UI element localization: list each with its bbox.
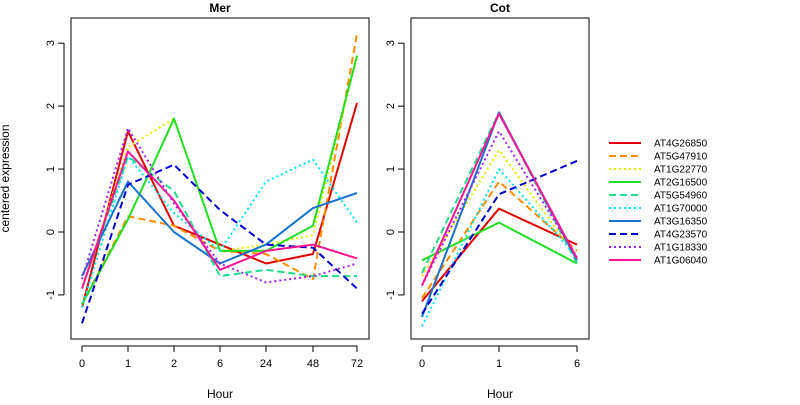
y-tick-label: 3 bbox=[45, 40, 57, 46]
legend-label: AT2G16500 bbox=[654, 178, 708, 189]
x-tick-label: 6 bbox=[217, 358, 223, 370]
x-tick-label: 2 bbox=[171, 358, 177, 370]
x-tick-label: 0 bbox=[419, 358, 425, 370]
legend-label: AT3G16350 bbox=[654, 217, 708, 228]
axes: 0 1 2 6 24 48 72 -1 0 1 2 3 bbox=[45, 40, 363, 370]
series-line-at1g18330 bbox=[421, 130, 578, 286]
series-line-at5g47910 bbox=[421, 180, 578, 299]
series-line-at4g26850 bbox=[81, 102, 358, 308]
panel-cot: Cot Hour 0 1 6 -1 0 1 2 3 bbox=[385, 1, 590, 401]
legend-label: AT5G54960 bbox=[654, 191, 708, 202]
legend-label: AT1G22770 bbox=[654, 165, 708, 176]
panel-mer: Mer Hour centered expression 0 1 2 6 24 48 72 -… bbox=[0, 1, 370, 401]
legend-label: AT1G06040 bbox=[654, 256, 708, 267]
series-lines bbox=[81, 33, 358, 324]
series-line-at1g06040 bbox=[421, 112, 578, 286]
x-tick-label: 72 bbox=[351, 358, 363, 370]
legend: AT4G26850 AT5G47910 AT1G22770 AT2G16500 AT5G… bbox=[609, 139, 708, 267]
y-tick-label: -1 bbox=[385, 290, 397, 300]
y-tick-label: 1 bbox=[385, 166, 397, 172]
panel-title: Mer bbox=[209, 1, 231, 15]
panel-title: Cot bbox=[490, 1, 510, 15]
series-line-at5g54960 bbox=[81, 155, 357, 289]
y-tick-label: -1 bbox=[45, 290, 57, 300]
x-tick-label: 1 bbox=[496, 358, 502, 370]
series-line-at1g18330 bbox=[81, 127, 358, 284]
x-axis-label: Hour bbox=[487, 387, 513, 400]
x-axis-label: Hour bbox=[207, 387, 233, 400]
plot-frame bbox=[410, 17, 590, 340]
y-tick-label: 1 bbox=[45, 166, 57, 172]
legend-label: AT5G47910 bbox=[654, 152, 708, 163]
y-tick-label: 2 bbox=[385, 103, 397, 109]
x-tick-label: 6 bbox=[574, 358, 580, 370]
x-tick-label: 24 bbox=[260, 358, 272, 370]
x-tick-label: 1 bbox=[125, 358, 131, 370]
plot-frame bbox=[70, 17, 370, 340]
legend-label: AT4G26850 bbox=[654, 139, 708, 150]
series-line-at1g70000 bbox=[421, 168, 578, 327]
series-line-at4g23570 bbox=[421, 159, 578, 315]
y-tick-label: 0 bbox=[45, 229, 57, 235]
y-tick-label: 0 bbox=[385, 229, 397, 235]
y-tick-label: 2 bbox=[45, 103, 57, 109]
y-axis-label: centered expression bbox=[0, 124, 12, 232]
series-line-at1g06040 bbox=[81, 150, 358, 289]
legend-label: AT4G23570 bbox=[654, 230, 708, 241]
series-line-at4g23570 bbox=[81, 163, 358, 324]
series-lines bbox=[421, 111, 578, 327]
axes: 0 1 6 -1 0 1 2 3 bbox=[385, 40, 580, 370]
y-tick-label: 3 bbox=[385, 40, 397, 46]
x-tick-label: 48 bbox=[307, 358, 319, 370]
series-line-at1g22770 bbox=[421, 149, 578, 277]
x-tick-label: 0 bbox=[79, 358, 85, 370]
series-line-at4g26850 bbox=[421, 207, 578, 302]
legend-label: AT1G18330 bbox=[654, 243, 708, 254]
series-line-at1g70000 bbox=[81, 155, 358, 308]
legend-label: AT1G70000 bbox=[654, 204, 708, 215]
